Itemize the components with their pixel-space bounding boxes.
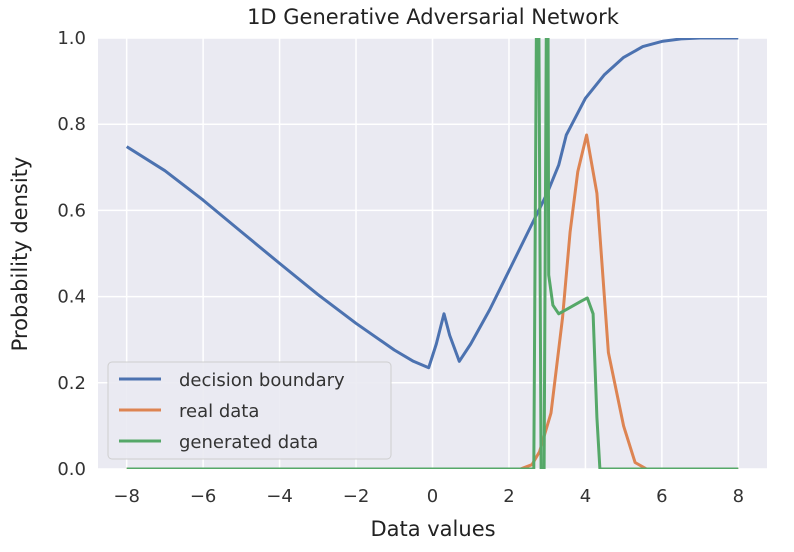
- series-line-2: [126, 38, 739, 469]
- y-tick-label: 0.6: [57, 200, 86, 221]
- y-tick-label: 1.0: [57, 28, 86, 49]
- series-line-0: [125, 38, 739, 370]
- y-tick-label: 0.2: [57, 373, 86, 394]
- y-tick-label: 0.4: [57, 287, 86, 308]
- chart-title: 1D Generative Adversarial Network: [247, 5, 620, 29]
- x-tick-label: 6: [656, 486, 667, 507]
- x-tick-label: −6: [190, 486, 217, 507]
- y-tick-labels: 0.0 0.2 0.4 0.6 0.8 1.0: [57, 28, 86, 480]
- legend: decision boundary real data generated data: [107, 361, 392, 460]
- x-tick-label: −8: [113, 486, 140, 507]
- x-tick-labels: −8 −6 −4 −2 0 2 4 6 8: [113, 486, 744, 507]
- legend-label-0: decision boundary: [179, 370, 345, 391]
- x-tick-label: −4: [266, 486, 293, 507]
- x-tick-label: 2: [503, 486, 514, 507]
- x-axis-title: Data values: [370, 517, 495, 541]
- x-tick-label: 0: [427, 486, 438, 507]
- y-axis-title: Probability density: [8, 157, 32, 352]
- y-tick-label: 0.8: [57, 114, 86, 135]
- legend-box: [107, 361, 392, 460]
- y-tick-label: 0.0: [57, 459, 86, 480]
- x-tick-label: 8: [733, 486, 744, 507]
- series-layer: [125, 38, 739, 469]
- x-tick-label: 4: [580, 486, 591, 507]
- legend-label-2: generated data: [179, 432, 318, 453]
- x-tick-label: −2: [343, 486, 370, 507]
- legend-label-1: real data: [179, 401, 259, 422]
